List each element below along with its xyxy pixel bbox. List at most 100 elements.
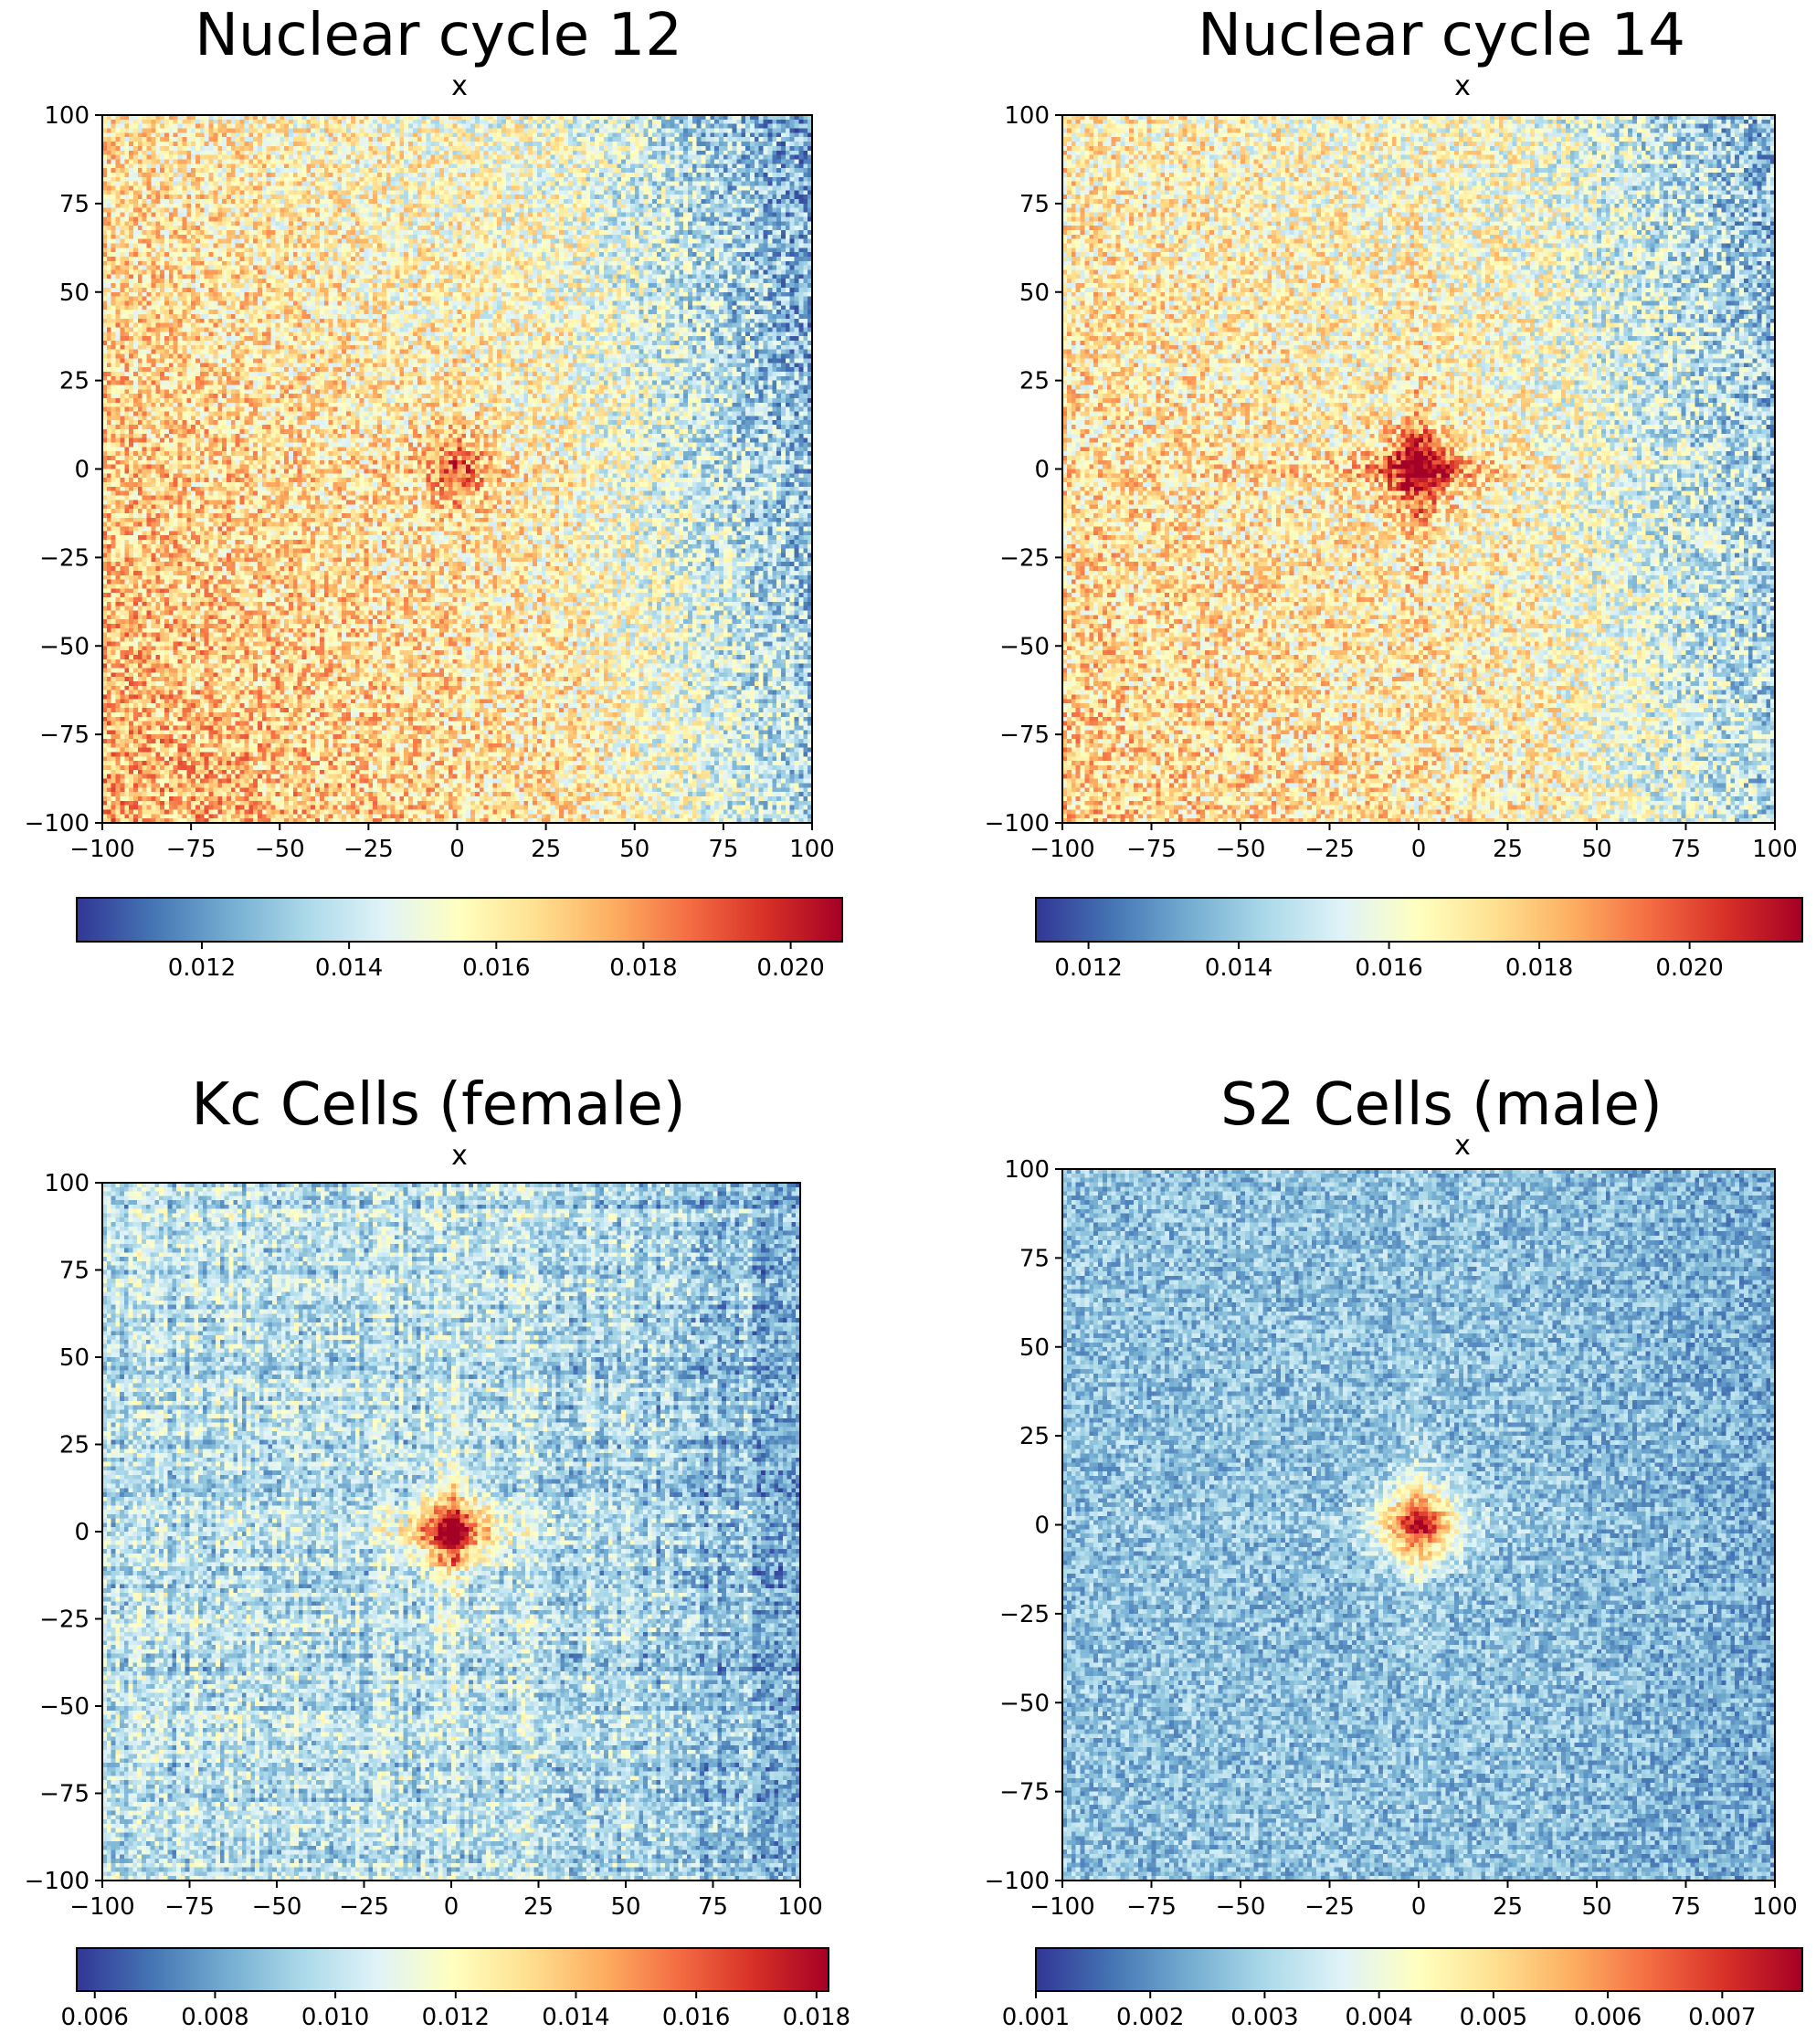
x-tick-label: −25 <box>1304 836 1355 863</box>
y-tick-label: −75 <box>999 722 1050 749</box>
x-tick-label: 50 <box>619 836 649 863</box>
panel-title: Kc Cells (female) <box>191 1071 685 1139</box>
x-tick-label: 50 <box>610 1893 640 1921</box>
colorbar-tick-label: 0.005 <box>1460 2004 1527 2031</box>
x-tick-label: 25 <box>1493 1893 1523 1921</box>
y-tick-label: −75 <box>999 1779 1050 1807</box>
colorbar-tick-label: 0.012 <box>1054 954 1122 982</box>
colorbar <box>76 897 843 943</box>
x-tick-label: 100 <box>789 836 835 863</box>
center-marker-label: x <box>451 70 468 102</box>
heatmap-image <box>102 1183 800 1881</box>
panel-title: Nuclear cycle 14 <box>1198 2 1685 69</box>
x-tick-label: −75 <box>166 836 216 863</box>
x-tick-label: 75 <box>1671 836 1701 863</box>
y-tick-label: 25 <box>59 368 90 395</box>
x-tick-label: 0 <box>1411 1893 1427 1921</box>
colorbar-tick-label: 0.020 <box>756 954 824 982</box>
x-tick-label: −50 <box>252 1893 302 1921</box>
x-tick-label: 100 <box>777 1893 823 1921</box>
y-tick-label: −75 <box>39 722 90 749</box>
heatmap-panel-4: S2 Cells (male)x −100 −75 −50 −25 0 25 50 75 100 1… <box>985 1071 1803 2031</box>
heatmap-panel-1: Nuclear cycle 12x −100 −75 −50 −25 0 25 50 75 100… <box>25 2 843 982</box>
x-tick-label: 0 <box>444 1893 459 1921</box>
x-tick-label: 25 <box>531 836 561 863</box>
colorbar-tick-label: 0.018 <box>783 2004 850 2031</box>
colorbar-tick-label: 0.016 <box>1355 954 1422 982</box>
colorbar-tick-label: 0.002 <box>1116 2004 1184 2031</box>
colorbar <box>1035 1947 1803 1992</box>
y-tick-label: −100 <box>25 810 90 838</box>
x-tick-label: 100 <box>1752 836 1798 863</box>
x-tick-label: −25 <box>339 1893 389 1921</box>
x-tick-label: −75 <box>1126 1893 1177 1921</box>
y-tick-label: 75 <box>1019 1245 1050 1272</box>
center-marker-label: x <box>451 1140 468 1172</box>
y-tick-label: 75 <box>1019 191 1050 218</box>
y-tick-label: 100 <box>1004 1156 1050 1184</box>
colorbar <box>1035 897 1803 943</box>
center-marker-label: x <box>1454 1130 1471 1162</box>
x-tick-label: −25 <box>343 836 394 863</box>
colorbar-tick-label: 0.010 <box>301 2004 369 2031</box>
colorbar-tick-label: 0.003 <box>1230 2004 1298 2031</box>
y-tick-label: −25 <box>39 544 90 572</box>
colorbar-tick-label: 0.004 <box>1345 2004 1412 2031</box>
panel-title: S2 Cells (male) <box>1220 1071 1663 1139</box>
x-tick-label: 50 <box>1581 1893 1611 1921</box>
colorbar-tick-label: 0.014 <box>542 2004 609 2031</box>
colorbar-tick-label: 0.014 <box>315 954 383 982</box>
heatmap-image <box>1062 115 1775 823</box>
x-tick-label: 75 <box>1671 1893 1701 1921</box>
x-tick-label: −75 <box>164 1893 215 1921</box>
x-tick-label: 75 <box>708 836 738 863</box>
heatmap-panel-2: Nuclear cycle 14x −100 −75 −50 −25 0 25 50 75 100… <box>985 2 1803 982</box>
y-tick-label: 0 <box>74 1519 90 1546</box>
heatmap-image <box>1062 1169 1775 1881</box>
x-tick-label: −50 <box>255 836 305 863</box>
heatmap-panel-3: Kc Cells (female)x −100 −75 −50 −25 0 25 50 75 10… <box>25 1071 850 2031</box>
y-tick-label: 75 <box>59 191 90 218</box>
y-tick-label: 25 <box>1019 1423 1050 1450</box>
colorbar-tick-label: 0.006 <box>1574 2004 1642 2031</box>
colorbar-tick-label: 0.016 <box>462 954 530 982</box>
y-tick-label: 100 <box>44 1170 90 1197</box>
colorbar-tick-label: 0.001 <box>1002 2004 1070 2031</box>
colorbar-tick-label: 0.014 <box>1205 954 1272 982</box>
y-tick-label: −100 <box>25 1868 90 1895</box>
y-tick-label: −50 <box>39 633 90 660</box>
x-tick-label: 75 <box>698 1893 728 1921</box>
x-tick-label: −50 <box>1216 836 1266 863</box>
colorbar-tick-label: 0.007 <box>1688 2004 1756 2031</box>
x-tick-label: 25 <box>1493 836 1523 863</box>
y-tick-label: 100 <box>44 102 90 130</box>
colorbar-tick-label: 0.012 <box>422 2004 490 2031</box>
y-tick-label: 50 <box>1019 1334 1050 1362</box>
y-tick-label: −50 <box>999 633 1050 660</box>
x-tick-label: −50 <box>1216 1893 1266 1921</box>
y-tick-label: 25 <box>59 1432 90 1459</box>
y-tick-label: −50 <box>39 1693 90 1721</box>
y-tick-label: 0 <box>74 457 90 484</box>
x-tick-label: 100 <box>1752 1893 1798 1921</box>
colorbar-tick-label: 0.020 <box>1655 954 1723 982</box>
colorbar-tick-label: 0.012 <box>168 954 236 982</box>
y-tick-label: −50 <box>999 1690 1050 1717</box>
colorbar-tick-label: 0.008 <box>181 2004 248 2031</box>
colorbar-tick-label: 0.006 <box>61 2004 129 2031</box>
colorbar-tick-label: 0.018 <box>1505 954 1573 982</box>
y-tick-label: 0 <box>1034 457 1050 484</box>
x-tick-label: 0 <box>1411 836 1427 863</box>
colorbar-tick-label: 0.018 <box>609 954 677 982</box>
y-tick-label: 25 <box>1019 368 1050 395</box>
colorbar <box>76 1947 829 1992</box>
y-tick-label: −75 <box>39 1781 90 1808</box>
x-tick-label: −100 <box>1029 1893 1094 1921</box>
y-tick-label: −100 <box>985 810 1050 838</box>
y-tick-label: 75 <box>59 1258 90 1285</box>
y-tick-label: −25 <box>999 1601 1050 1628</box>
y-tick-label: −100 <box>985 1868 1050 1895</box>
y-tick-label: 100 <box>1004 102 1050 130</box>
x-tick-label: −100 <box>69 1893 134 1921</box>
